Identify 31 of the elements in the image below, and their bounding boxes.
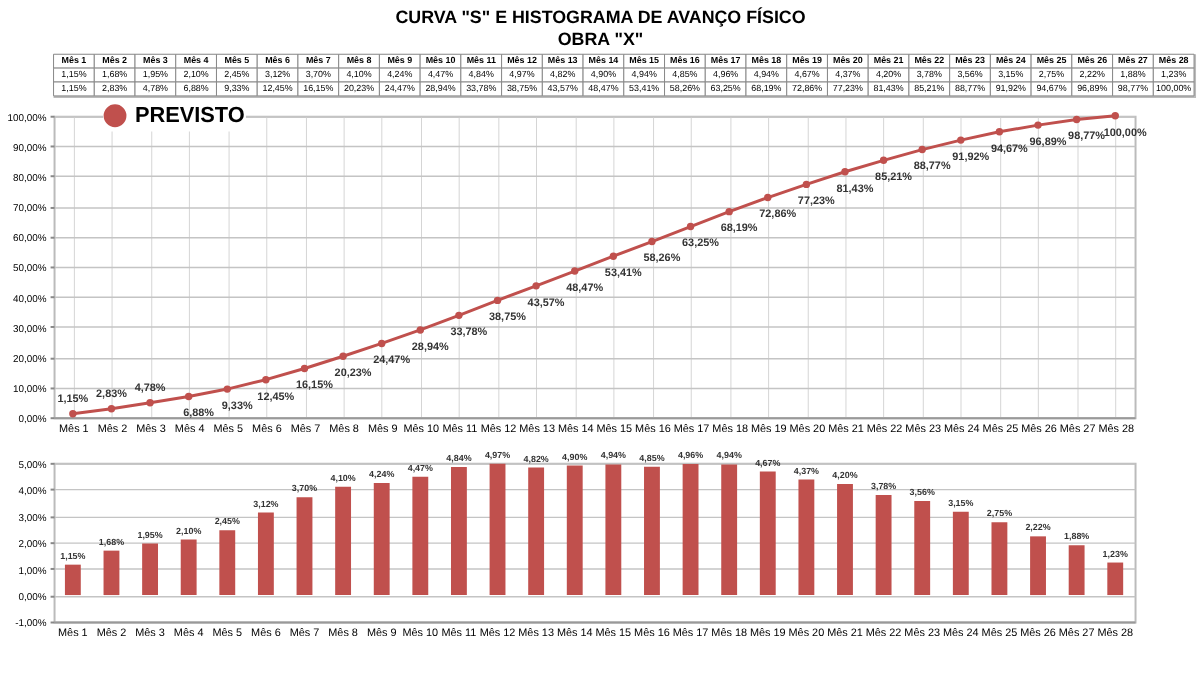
bar bbox=[335, 486, 352, 596]
bar bbox=[566, 465, 583, 596]
bar bbox=[450, 467, 467, 596]
bar bbox=[1030, 536, 1046, 596]
legend-label: PREVISTO bbox=[134, 103, 246, 128]
bar bbox=[296, 497, 313, 596]
bar bbox=[644, 466, 660, 596]
bar bbox=[412, 476, 429, 596]
text: CURVA "S" E HISTOGRAMA DE AVANÇO FÍSICO bbox=[395, 7, 806, 27]
bar bbox=[798, 479, 815, 596]
bar bbox=[180, 539, 197, 596]
bar bbox=[991, 522, 1008, 596]
bar bbox=[489, 463, 506, 596]
bar bbox=[952, 511, 969, 596]
bar bbox=[682, 463, 699, 596]
bar bbox=[257, 512, 274, 596]
bar bbox=[875, 495, 892, 596]
bar bbox=[759, 471, 776, 596]
bar bbox=[1068, 545, 1085, 596]
bar bbox=[103, 550, 120, 596]
bar bbox=[837, 483, 853, 596]
bar bbox=[1107, 562, 1124, 596]
text: OBRA "X" bbox=[557, 28, 644, 49]
bar bbox=[721, 464, 738, 596]
bar bbox=[914, 500, 931, 596]
bar bbox=[219, 530, 236, 596]
bar bbox=[142, 543, 158, 596]
bar bbox=[64, 564, 81, 596]
bar bbox=[528, 467, 545, 596]
bar bbox=[605, 464, 622, 596]
bar bbox=[373, 482, 390, 596]
